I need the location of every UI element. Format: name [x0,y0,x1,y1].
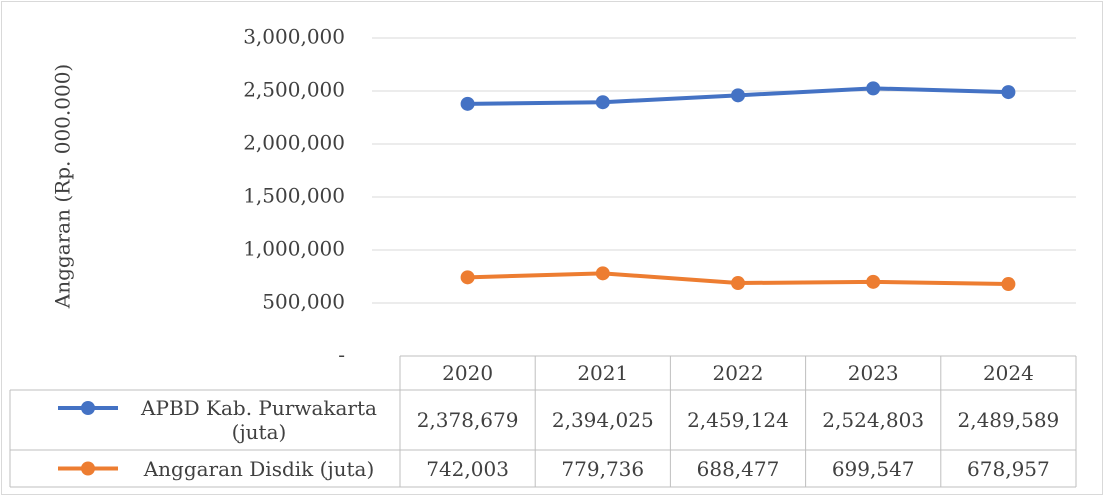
data-label: 779,736 [561,456,645,481]
legend-marker [81,401,95,415]
y-tick-label: 1,500,000 [243,184,345,208]
data-label: 742,003 [426,456,509,481]
data-point [1001,85,1016,100]
data-point [866,81,881,96]
data-label: 2,524,803 [822,408,925,432]
data-point [595,266,610,281]
data-label: 2,459,124 [687,408,789,432]
legend-marker [81,461,95,476]
y-tick-label: 1,000,000 [243,237,345,261]
y-tick-label: 500,000 [262,290,345,314]
data-point [1001,277,1016,292]
data-point [595,95,610,110]
data-point [731,276,745,291]
y-tick-label: 2,500,000 [243,78,345,102]
data-point [460,270,475,285]
data-label: 2,378,679 [416,408,519,432]
legend-label: APBD Kab. Purwakarta (juta) [141,396,377,444]
data-label: 2,394,025 [551,408,654,432]
data-label: 2,489,589 [957,408,1060,432]
data-point [866,274,881,289]
data-label: 688,477 [696,456,780,481]
y-tick-label: 2,000,000 [243,131,345,155]
data-point [731,88,745,103]
y-tick-label: 3,000,000 [243,25,345,49]
x-tick-label: 2021 [577,361,629,385]
x-tick-label: 2020 [442,361,494,385]
x-tick-label: 2024 [982,361,1034,385]
data-label: 699,547 [831,456,915,481]
y-axis-label: Anggaran (Rp. 000.000) [51,64,75,309]
data-label: 678,957 [967,456,1050,481]
data-point [460,96,475,111]
x-tick-label: 2022 [712,361,764,385]
x-tick-label: 2023 [847,361,899,385]
legend-label: Anggaran Disdik (juta) [143,456,375,481]
y-tick-label: - [338,343,345,367]
